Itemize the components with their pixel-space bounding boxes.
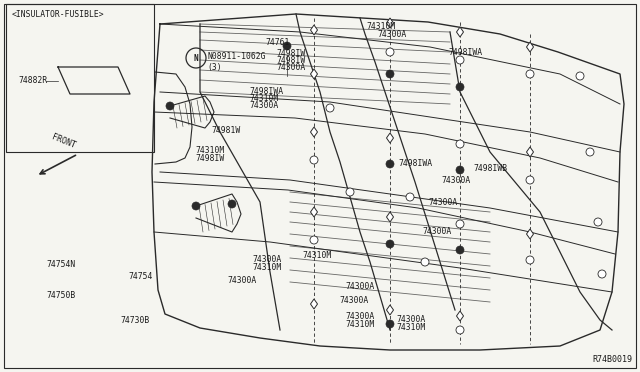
Text: 74310M: 74310M	[346, 320, 375, 329]
Polygon shape	[387, 133, 394, 143]
Circle shape	[421, 258, 429, 266]
Text: (3): (3)	[207, 62, 221, 71]
Text: 74300A: 74300A	[442, 176, 471, 185]
Text: 74310M: 74310M	[253, 263, 282, 272]
Circle shape	[386, 70, 394, 78]
Text: 7498IWB: 7498IWB	[474, 164, 508, 173]
Circle shape	[326, 104, 334, 112]
Text: 74981W: 74981W	[211, 126, 241, 135]
Text: 74310M: 74310M	[366, 22, 396, 31]
Text: FRONT: FRONT	[51, 132, 77, 150]
Text: 74300A: 74300A	[346, 282, 375, 291]
Polygon shape	[387, 212, 394, 222]
Text: 74300A: 74300A	[227, 276, 257, 285]
Text: 74310M: 74310M	[302, 251, 332, 260]
Circle shape	[456, 220, 464, 228]
Text: 7498IW: 7498IW	[276, 56, 306, 65]
Circle shape	[456, 140, 464, 148]
Bar	[6, 4, 154, 152]
Text: N08911-1062G: N08911-1062G	[207, 51, 266, 61]
Circle shape	[586, 148, 594, 156]
Circle shape	[386, 240, 394, 248]
Circle shape	[526, 256, 534, 264]
Text: 74300A: 74300A	[253, 255, 282, 264]
Polygon shape	[527, 147, 534, 157]
Text: 74300A: 74300A	[429, 198, 458, 207]
Text: 74300A: 74300A	[339, 296, 369, 305]
Text: 74300A: 74300A	[250, 101, 279, 110]
Text: 7498IWA: 7498IWA	[448, 48, 482, 57]
Polygon shape	[527, 42, 534, 52]
Polygon shape	[456, 311, 463, 321]
Circle shape	[310, 156, 318, 164]
Text: 74761: 74761	[266, 38, 290, 47]
Circle shape	[526, 70, 534, 78]
Text: 74300A: 74300A	[378, 30, 407, 39]
Circle shape	[526, 176, 534, 184]
Polygon shape	[387, 18, 394, 28]
Polygon shape	[310, 207, 317, 217]
Circle shape	[346, 188, 354, 196]
Polygon shape	[456, 27, 463, 37]
Circle shape	[594, 218, 602, 226]
Text: N: N	[194, 54, 198, 62]
Circle shape	[283, 42, 291, 50]
Text: 74754N: 74754N	[46, 260, 76, 269]
Circle shape	[310, 236, 318, 244]
Circle shape	[386, 160, 394, 168]
Circle shape	[456, 56, 464, 64]
Text: 74310M: 74310M	[250, 94, 279, 103]
Text: 74300A: 74300A	[422, 227, 452, 236]
Polygon shape	[527, 229, 534, 239]
Circle shape	[386, 48, 394, 56]
Polygon shape	[310, 69, 317, 79]
Circle shape	[456, 83, 464, 91]
Text: 74730B: 74730B	[120, 316, 150, 325]
Text: 7498IWA: 7498IWA	[398, 159, 432, 168]
Text: 74882R: 74882R	[18, 76, 47, 84]
Circle shape	[456, 326, 464, 334]
Text: 74300A: 74300A	[276, 63, 306, 72]
Circle shape	[406, 193, 414, 201]
Text: R74B0019: R74B0019	[592, 355, 632, 364]
Circle shape	[228, 200, 236, 208]
Polygon shape	[310, 127, 317, 137]
Text: 74300A: 74300A	[397, 315, 426, 324]
Text: 7498IW: 7498IW	[276, 49, 306, 58]
Text: 7498IW: 7498IW	[195, 154, 225, 163]
Text: 74754: 74754	[128, 272, 152, 280]
Text: 74310M: 74310M	[397, 323, 426, 332]
Circle shape	[386, 320, 394, 328]
Circle shape	[598, 270, 606, 278]
Circle shape	[192, 202, 200, 210]
Text: 7498IWA: 7498IWA	[250, 87, 284, 96]
Text: 74310M: 74310M	[195, 146, 225, 155]
Polygon shape	[387, 305, 394, 315]
Polygon shape	[310, 299, 317, 309]
Text: 74750B: 74750B	[46, 291, 76, 300]
Circle shape	[456, 166, 464, 174]
Circle shape	[456, 246, 464, 254]
Polygon shape	[310, 25, 317, 35]
Text: 74300A: 74300A	[346, 312, 375, 321]
Circle shape	[166, 102, 174, 110]
Circle shape	[576, 72, 584, 80]
Text: <INSULATOR-FUSIBLE>: <INSULATOR-FUSIBLE>	[12, 10, 104, 19]
